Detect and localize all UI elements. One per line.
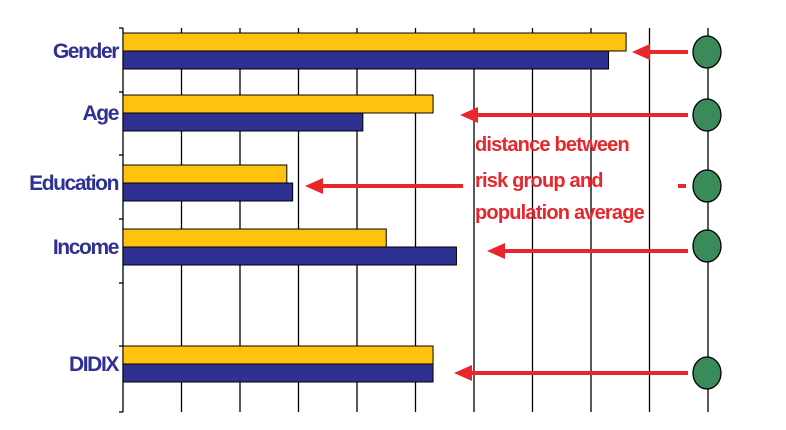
marker-2	[692, 98, 722, 132]
bar-gender-2	[122, 50, 610, 70]
category-labels: Gender Age Education Income DIDIX	[29, 40, 121, 376]
bar-age-1	[122, 94, 434, 114]
annotation-line-3: population average	[475, 202, 645, 224]
axis	[119, 27, 124, 413]
markers	[692, 35, 722, 390]
annotation-line-2: risk group and	[475, 170, 603, 192]
annotation: distance between risk group and populati…	[475, 134, 645, 224]
category-label-didix: DIDIX	[69, 353, 119, 376]
marker-4	[692, 229, 722, 263]
arrowhead	[305, 178, 323, 194]
bar-age-2	[122, 112, 364, 132]
bar-income-1	[122, 228, 387, 248]
arrowhead	[632, 44, 650, 60]
category-label-age: Age	[83, 102, 119, 125]
bar-gender-1	[122, 32, 627, 52]
arrowhead	[460, 107, 478, 123]
bar-education-1	[122, 164, 288, 184]
bar-didix-2	[122, 363, 434, 383]
grid	[180, 28, 709, 412]
bar-income-2	[122, 246, 457, 266]
arrowhead	[454, 365, 472, 381]
category-label-gender: Gender	[53, 40, 119, 63]
marker-1	[692, 35, 722, 69]
marker-5	[692, 356, 722, 390]
bar-didix-1	[122, 345, 434, 365]
bars	[122, 32, 627, 383]
arrows	[305, 44, 688, 381]
arrowhead	[487, 243, 505, 259]
marker-3	[692, 169, 722, 203]
annotation-line-1: distance between	[475, 134, 629, 156]
category-label-income: Income	[53, 236, 119, 259]
bar-education-2	[122, 182, 294, 202]
category-label-education: Education	[29, 172, 118, 195]
